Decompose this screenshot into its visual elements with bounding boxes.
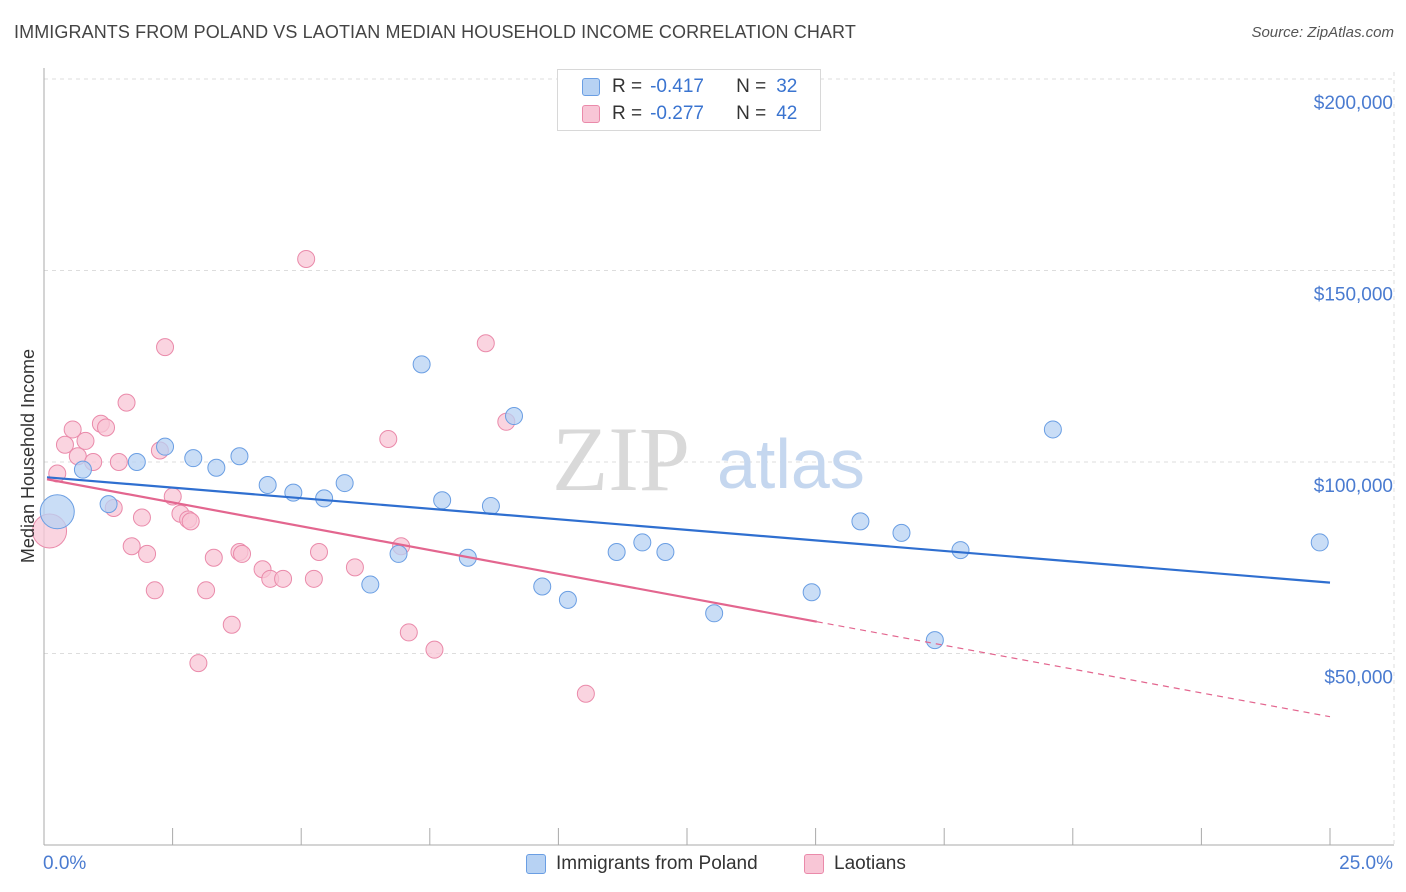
legend-r-label: R =	[612, 76, 643, 97]
poland-point	[73, 460, 92, 479]
legend-swatch-poland	[582, 78, 600, 96]
poland-point	[1043, 420, 1062, 439]
laotians-point	[197, 581, 216, 600]
poland-point	[533, 577, 552, 596]
trend-line-laotians	[46, 478, 818, 623]
laotians-point	[138, 544, 157, 563]
poland-point	[230, 447, 249, 466]
watermark-atlas: atlas	[717, 425, 865, 503]
poland-point	[127, 453, 146, 471]
trend-line-laotians-extension	[816, 621, 1331, 718]
laotians-point	[132, 508, 151, 527]
legend-n-value-poland: 32	[776, 76, 798, 97]
laotians-point	[189, 654, 208, 673]
legend-r-label: R =	[612, 103, 643, 124]
y-tick-label: $50,000	[1324, 668, 1393, 689]
laotians-point	[233, 544, 252, 563]
poland-point	[335, 474, 354, 493]
poland-point	[361, 575, 380, 594]
laotians-point	[274, 569, 293, 588]
source-credit: Source: ZipAtlas.com	[1251, 24, 1394, 41]
legend-r-value-laotians: -0.277	[650, 103, 704, 124]
laotians-point	[399, 623, 418, 642]
bottom-legend-poland: Immigrants from Poland	[526, 852, 758, 876]
laotians-point	[122, 537, 141, 556]
laotians-point	[204, 548, 223, 567]
y-axis-label: Median Household Income	[18, 349, 38, 563]
bottom-legend-laotians: Laotians	[804, 852, 906, 876]
laotians-point	[63, 420, 82, 439]
laotians-point	[425, 640, 444, 659]
bottom-legend-label-poland: Immigrants from Poland	[556, 853, 758, 874]
watermark-zip: ZIP	[552, 408, 690, 510]
poland-point	[99, 495, 118, 514]
poland-point	[851, 512, 870, 531]
poland-point	[412, 355, 431, 374]
poland-point	[389, 544, 408, 563]
chart-title: IMMIGRANTS FROM POLAND VS LAOTIAN MEDIAN…	[14, 22, 856, 42]
x-tick-label: 25.0%	[1339, 853, 1393, 874]
laotians-point	[309, 543, 328, 562]
laotians-point	[576, 684, 595, 703]
poland-point	[892, 523, 911, 542]
poland-point	[656, 543, 675, 562]
laotians-point	[304, 569, 323, 588]
laotians-point	[345, 558, 364, 577]
legend-row-poland: R = -0.417 N = 32	[582, 74, 797, 100]
legend-row-laotians: R = -0.277 N = 42	[582, 101, 797, 127]
labels-layer: Median Household Income $50,000 $100,000 $…	[18, 93, 1393, 874]
trend-layer	[46, 476, 1331, 718]
poland-point	[951, 541, 970, 560]
laotians-point	[297, 250, 316, 269]
y-tick-label: $200,000	[1314, 93, 1393, 114]
laotians-points	[32, 250, 595, 703]
laotians-point	[476, 334, 495, 353]
poland-point	[184, 449, 203, 468]
y-tick-label: $150,000	[1314, 285, 1393, 306]
poland-point	[39, 494, 75, 530]
axes-layer	[43, 68, 1394, 846]
poland-point	[802, 583, 821, 602]
legend-n-label: N =	[736, 76, 767, 97]
watermark: ZIP atlas	[552, 408, 865, 510]
laotians-point	[222, 615, 241, 634]
poland-point	[258, 475, 277, 494]
laotians-point	[76, 431, 95, 450]
legend-r-value-poland: -0.417	[650, 76, 704, 97]
poland-point	[505, 407, 524, 426]
bottom-legend-label-laotians: Laotians	[834, 853, 906, 874]
laotians-point	[55, 435, 74, 454]
legend-n-value-laotians: 42	[776, 103, 798, 124]
laotians-point	[181, 512, 200, 531]
legend-swatch-laotians	[582, 105, 600, 123]
legend-n-label: N =	[736, 103, 767, 124]
poland-point	[481, 497, 500, 516]
y-tick-label: $100,000	[1314, 476, 1393, 497]
trend-line-poland	[46, 476, 1331, 584]
poland-point	[315, 489, 334, 508]
laotians-point	[97, 418, 116, 437]
stats-legend: R = -0.417 N = 32 R = -0.277 N = 42	[557, 69, 821, 131]
bottom-legend-swatch-laotians	[804, 854, 824, 874]
x-tick-label: 0.0%	[43, 853, 86, 874]
poland-point	[558, 590, 577, 609]
poland-points	[39, 355, 1329, 650]
poland-point	[705, 604, 724, 623]
poland-point	[433, 491, 452, 510]
poland-point	[925, 631, 944, 650]
poland-point	[607, 543, 626, 562]
poland-point	[207, 458, 226, 477]
laotians-point	[109, 453, 128, 471]
laotians-point	[117, 393, 136, 412]
poland-point	[156, 437, 175, 456]
bottom-legend-swatch-poland	[526, 854, 546, 874]
poland-point	[1310, 533, 1329, 552]
laotians-point	[156, 338, 175, 357]
laotians-point	[145, 581, 164, 600]
laotians-point	[379, 430, 398, 449]
poland-point	[633, 533, 652, 552]
